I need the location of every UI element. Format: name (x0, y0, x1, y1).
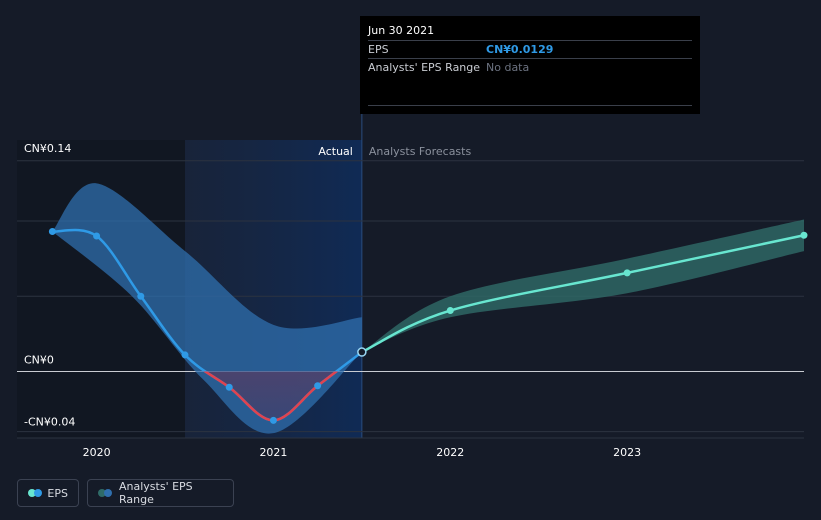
legend-range[interactable]: Analysts' EPS Range (87, 479, 234, 507)
x-tick-label: 2023 (613, 446, 641, 459)
tooltip-eps-label: EPS (368, 43, 389, 56)
legend-range-label: Analysts' EPS Range (119, 480, 193, 506)
eps-forecast-point (623, 269, 631, 277)
eps-actual-point (314, 382, 322, 390)
tooltip: Jun 30 2021 EPS CN¥0.0129 Analysts' EPS … (360, 16, 700, 114)
eps-forecast-line (361, 234, 805, 354)
y-tick-label: CN¥0.14 (24, 142, 71, 155)
legend-eps[interactable]: EPS (17, 479, 79, 507)
eps-forecast-point (800, 231, 808, 239)
legend-eps-label: EPS (47, 486, 68, 500)
eps-actual-point (137, 292, 145, 300)
eps-actual-point (48, 228, 56, 236)
x-tick-label: 2020 (83, 446, 111, 459)
eps-actual-point (93, 232, 101, 240)
tooltip-date: Jun 30 2021 (368, 24, 435, 37)
y-tick-label: -CN¥0.04 (24, 416, 75, 429)
x-tick-label: 2022 (436, 446, 464, 459)
range-swatch-icon (98, 489, 112, 497)
tooltip-range-label: Analysts' EPS Range (368, 61, 481, 74)
y-tick-label: CN¥0 (24, 353, 54, 366)
tooltip-range-row: Analysts' EPS Range No data (368, 58, 692, 76)
eps-actual-negative-line (203, 371, 339, 422)
eps-swatch-icon (28, 489, 42, 497)
tooltip-divider (368, 105, 692, 106)
tooltip-eps-value: CN¥0.0129 (486, 43, 554, 56)
forecast-eps-range-band (361, 219, 804, 353)
eps-actual-point (357, 347, 367, 357)
negative-eps-area (52, 371, 362, 421)
x-tick-label: 2021 (259, 446, 287, 459)
actual-section-label: Actual (318, 145, 352, 158)
tooltip-range-value: No data (486, 61, 530, 74)
eps-actual-point (225, 383, 233, 391)
tooltip-eps-row: EPS CN¥0.0129 (368, 40, 692, 58)
forecast-section-label: Analysts Forecasts (369, 145, 472, 158)
eps-forecast-point (446, 307, 454, 315)
eps-actual-point (269, 416, 277, 424)
past-eps-range-band (52, 183, 362, 434)
eps-actual-point (181, 351, 189, 359)
